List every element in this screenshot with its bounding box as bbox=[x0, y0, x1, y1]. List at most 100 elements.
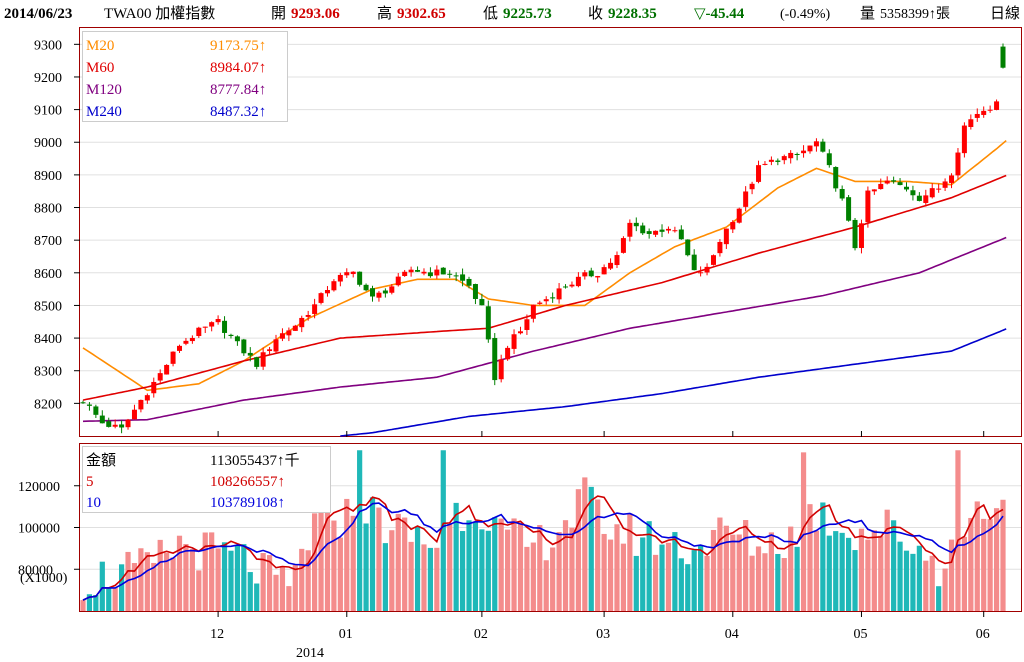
volume-bar bbox=[106, 588, 112, 611]
candle-up bbox=[665, 228, 671, 231]
open-label: 開 bbox=[271, 6, 286, 22]
volume-bar bbox=[170, 557, 176, 611]
high-label: 高 bbox=[377, 5, 392, 22]
volume-bar bbox=[923, 560, 929, 611]
legend-ma240-name: M240 bbox=[86, 104, 122, 120]
legend-ma120-value: 8777.84↑ bbox=[210, 82, 266, 98]
candle-down bbox=[466, 278, 472, 286]
volume-bar bbox=[112, 587, 118, 611]
price-tick-label: 8800 bbox=[34, 202, 62, 217]
candle-up bbox=[556, 288, 562, 300]
legend-amount-name: 金額 bbox=[86, 452, 116, 469]
volume-bar bbox=[781, 558, 787, 611]
volume-bar bbox=[131, 563, 138, 611]
volume-bar bbox=[723, 525, 729, 611]
volume-bar bbox=[891, 520, 897, 611]
candle-down bbox=[427, 272, 433, 277]
price-tick-label: 8600 bbox=[34, 267, 62, 282]
volume-bar bbox=[93, 595, 99, 611]
volume-bar bbox=[86, 594, 93, 611]
month-label: 12 bbox=[210, 627, 224, 642]
volume-bar bbox=[556, 532, 562, 611]
volume-bar bbox=[582, 477, 588, 611]
candle-up bbox=[267, 349, 273, 352]
candle-down bbox=[382, 290, 388, 294]
candle-up bbox=[582, 272, 588, 277]
price-tick-label: 8400 bbox=[34, 332, 62, 347]
volume-bar bbox=[472, 521, 479, 611]
volume-bar bbox=[562, 520, 569, 611]
candle-up bbox=[292, 325, 298, 331]
candle-up bbox=[498, 359, 504, 380]
candle-down bbox=[775, 160, 781, 162]
candle-down bbox=[691, 254, 697, 271]
ma-line-m240 bbox=[340, 328, 1007, 437]
candle-up bbox=[698, 272, 704, 274]
candle-up bbox=[511, 334, 517, 349]
candle-up bbox=[601, 267, 607, 275]
volume-legend-box bbox=[82, 446, 331, 513]
volume-bar bbox=[530, 542, 536, 611]
candle-up bbox=[402, 271, 408, 276]
candle-up bbox=[569, 284, 575, 287]
candle-down bbox=[685, 239, 691, 256]
candle-up bbox=[337, 274, 343, 282]
volume-bar bbox=[215, 548, 221, 611]
volume-bar bbox=[369, 497, 376, 611]
volume-bar bbox=[646, 521, 652, 611]
candle-down bbox=[563, 286, 569, 288]
volume-bar bbox=[627, 513, 633, 611]
volume-bar bbox=[665, 542, 672, 611]
candle-up bbox=[813, 141, 819, 147]
volume-axis: (X1000) 80000 100000 120000 bbox=[18, 480, 80, 586]
volume-bar bbox=[286, 586, 292, 611]
candle-up bbox=[736, 208, 742, 223]
volume-bar bbox=[254, 583, 260, 611]
volume-bar bbox=[427, 547, 434, 611]
candle-down bbox=[370, 288, 376, 297]
candle-up bbox=[408, 269, 414, 273]
volume-bar bbox=[234, 545, 241, 611]
volume-bar bbox=[569, 527, 575, 611]
volume-bar bbox=[955, 450, 961, 611]
volume-bar bbox=[164, 553, 170, 611]
candle-up bbox=[710, 255, 716, 265]
volume-bar bbox=[241, 544, 247, 611]
candle-down bbox=[99, 415, 105, 424]
volume-bar bbox=[698, 545, 704, 611]
candle-up bbox=[871, 189, 877, 192]
candle-up bbox=[312, 304, 318, 314]
volume-bar bbox=[942, 568, 948, 611]
month-label: 04 bbox=[725, 627, 739, 642]
candle-up bbox=[627, 222, 633, 237]
candle-up bbox=[202, 326, 208, 328]
volume-bar bbox=[820, 502, 826, 611]
legend-vma10-name: 10 bbox=[86, 495, 101, 511]
volume-bar bbox=[453, 502, 459, 611]
candle-down bbox=[119, 424, 125, 428]
volume-bar bbox=[833, 531, 839, 611]
volume-bar bbox=[350, 515, 356, 611]
volume-bar bbox=[588, 486, 594, 611]
candle-up bbox=[196, 327, 202, 337]
month-label: 06 bbox=[976, 627, 990, 642]
candle-down bbox=[453, 275, 459, 277]
candle-down bbox=[472, 284, 478, 299]
candle-down bbox=[891, 180, 897, 182]
legend-ma60-value: 8984.07↑ bbox=[210, 60, 266, 76]
price-axis: 8200 8300 8400 8500 8600 8700 8800 8900 9000 9100… bbox=[34, 38, 80, 412]
candle-up bbox=[524, 319, 530, 330]
candle-down bbox=[588, 270, 594, 277]
volume-bar bbox=[414, 526, 421, 611]
candle-down bbox=[820, 141, 826, 152]
candle-down bbox=[659, 229, 665, 232]
candle-up bbox=[157, 373, 163, 381]
high-value: 9302.65 bbox=[397, 6, 446, 22]
volume-bar bbox=[614, 524, 620, 611]
candle-up bbox=[215, 319, 221, 323]
volume-bar bbox=[357, 450, 363, 611]
price-tick-label: 8500 bbox=[34, 299, 62, 314]
volume-bar bbox=[865, 539, 871, 611]
volume-bar bbox=[743, 520, 749, 611]
year-label: 2014 bbox=[296, 646, 324, 661]
